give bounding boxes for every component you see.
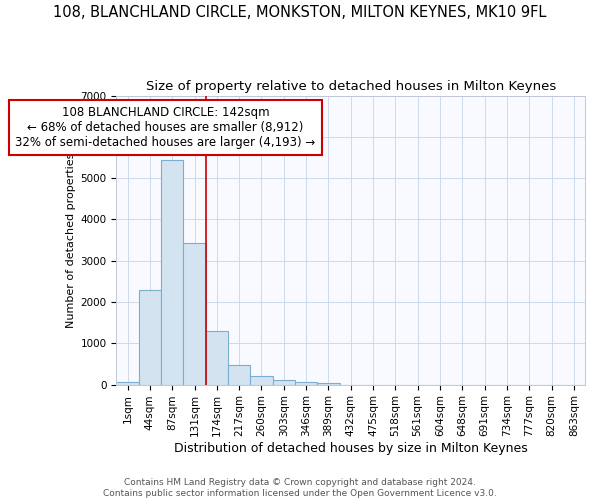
Bar xyxy=(295,382,317,384)
Text: 108 BLANCHLAND CIRCLE: 142sqm
← 68% of detached houses are smaller (8,912)
32% o: 108 BLANCHLAND CIRCLE: 142sqm ← 68% of d… xyxy=(16,106,316,149)
Bar xyxy=(272,380,295,384)
Text: 108, BLANCHLAND CIRCLE, MONKSTON, MILTON KEYNES, MK10 9FL: 108, BLANCHLAND CIRCLE, MONKSTON, MILTON… xyxy=(53,5,547,20)
Bar xyxy=(317,382,340,384)
Bar xyxy=(228,365,250,384)
Bar xyxy=(161,160,184,384)
Bar xyxy=(116,382,139,384)
Bar xyxy=(206,331,228,384)
X-axis label: Distribution of detached houses by size in Milton Keynes: Distribution of detached houses by size … xyxy=(174,442,527,455)
Text: Contains HM Land Registry data © Crown copyright and database right 2024.
Contai: Contains HM Land Registry data © Crown c… xyxy=(103,478,497,498)
Bar xyxy=(250,376,272,384)
Y-axis label: Number of detached properties: Number of detached properties xyxy=(67,152,76,328)
Bar xyxy=(139,290,161,384)
Bar xyxy=(184,243,206,384)
Title: Size of property relative to detached houses in Milton Keynes: Size of property relative to detached ho… xyxy=(146,80,556,93)
